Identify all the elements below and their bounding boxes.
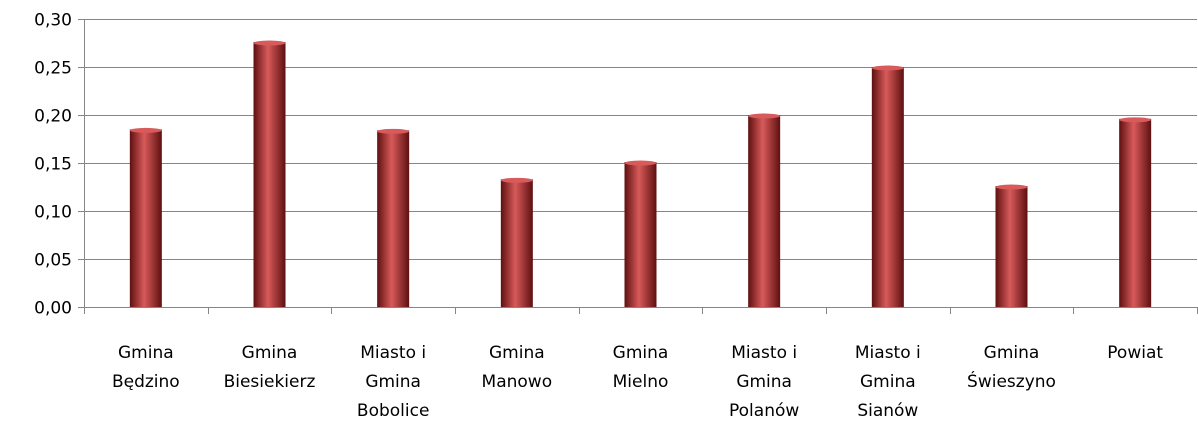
- bar-body: [748, 115, 781, 307]
- y-tick-label: 0,15: [34, 155, 72, 175]
- bars: [129, 40, 1152, 307]
- bar-cap: [253, 40, 286, 46]
- x-axis-ticks: Gmina Będzino Gmina Biesiekierz Miasto i Gmin…: [84, 307, 1198, 421]
- bar-body: [500, 179, 533, 307]
- y-tick-label: 0,10: [34, 203, 72, 223]
- bar-cap: [377, 128, 410, 134]
- bar-cap: [624, 160, 657, 166]
- bar: [377, 128, 410, 307]
- bar: [748, 113, 781, 307]
- bar: [129, 127, 162, 307]
- bar: [253, 40, 286, 307]
- bar-body: [377, 130, 410, 307]
- bar-body: [129, 129, 162, 307]
- bar-body: [1119, 118, 1152, 307]
- y-tick-label: 0,30: [34, 11, 72, 31]
- x-tick-label: Gmina Manowo: [482, 343, 553, 392]
- x-tick-label: Gmina Biesiekierz: [224, 343, 316, 392]
- x-tick-label: Gmina Świeszyno: [967, 343, 1056, 392]
- bar-cap: [995, 184, 1028, 190]
- x-tick-label: Gmina Będzino: [112, 343, 180, 392]
- bar-cap: [748, 113, 781, 119]
- bar-body: [253, 42, 286, 307]
- y-axis-ticks: 0,00 0,05 0,10 0,15 0,20 0,25 0,30: [34, 11, 84, 319]
- y-tick-label: 0,00: [34, 299, 72, 319]
- y-tick-label: 0,25: [34, 59, 72, 79]
- bar-body: [624, 162, 657, 307]
- x-tick-label: Miasto i Gmina Bobolice: [357, 343, 430, 421]
- x-tick-label: Miasto i Gmina Sianów: [855, 343, 921, 421]
- bar-cap: [500, 177, 533, 183]
- x-tick-label: Powiat: [1107, 343, 1163, 363]
- bar: [624, 160, 657, 307]
- bar-body: [871, 67, 904, 307]
- bar: [871, 65, 904, 307]
- bar: [995, 184, 1028, 307]
- bar: [1119, 117, 1152, 307]
- x-tick-label: Gmina Mielno: [613, 343, 669, 392]
- bar-body: [995, 186, 1028, 307]
- y-tick-label: 0,05: [34, 251, 72, 271]
- bar-cap: [871, 65, 904, 71]
- axes: [84, 19, 1197, 308]
- x-tick-label: Miasto i Gmina Polanów: [729, 343, 799, 421]
- bar: [500, 177, 533, 307]
- y-tick-label: 0,20: [34, 107, 72, 127]
- bar-cap: [1119, 117, 1152, 123]
- bar-cap: [129, 127, 162, 133]
